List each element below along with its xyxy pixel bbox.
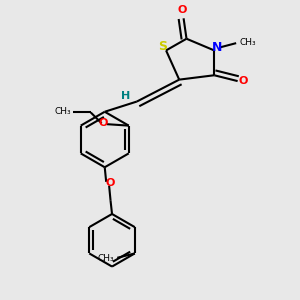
Text: O: O [105, 178, 115, 188]
Text: O: O [177, 5, 187, 15]
Text: CH₃: CH₃ [54, 107, 71, 116]
Text: H: H [121, 91, 130, 101]
Text: O: O [238, 76, 248, 86]
Text: CH₃: CH₃ [240, 38, 256, 47]
Text: CH₃: CH₃ [97, 254, 114, 263]
Text: S: S [158, 40, 167, 53]
Text: O: O [99, 118, 108, 128]
Text: N: N [212, 41, 222, 54]
